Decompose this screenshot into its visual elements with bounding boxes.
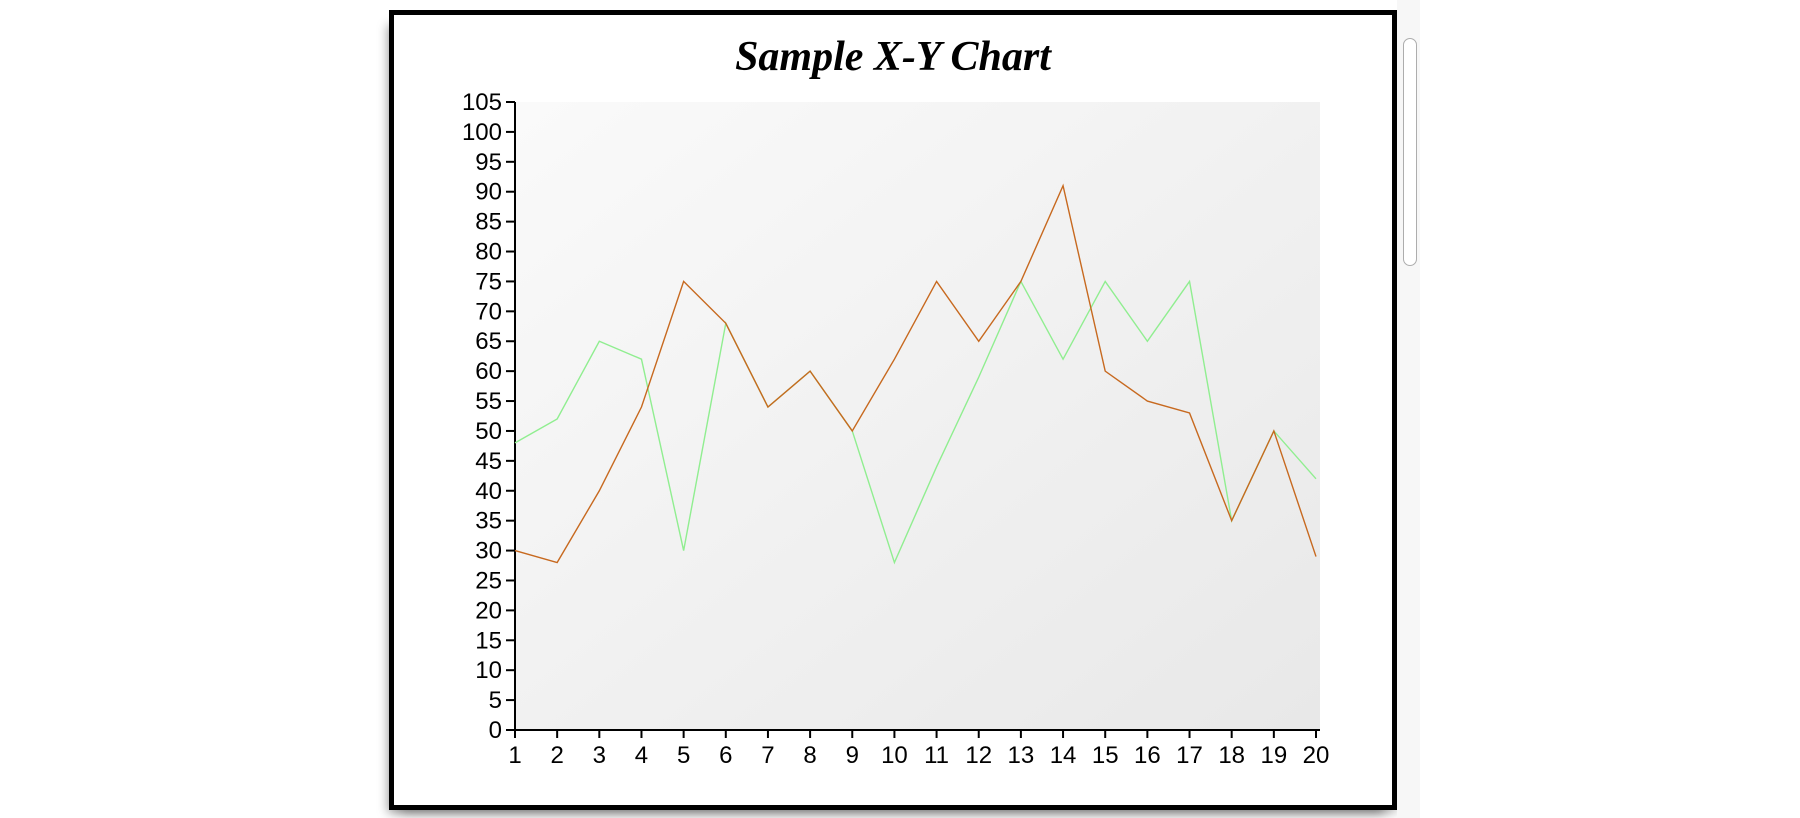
y-tick-label: 0 <box>489 717 502 744</box>
x-tick-label: 8 <box>803 742 816 769</box>
y-tick-label: 80 <box>475 239 502 266</box>
plot-area <box>515 102 1320 730</box>
y-tick-label: 65 <box>475 328 502 355</box>
x-tick-label: 9 <box>846 742 859 769</box>
x-tick-label: 10 <box>881 742 908 769</box>
x-tick-label: 6 <box>719 742 732 769</box>
y-tick-label: 5 <box>489 687 502 714</box>
y-tick-label: 95 <box>475 149 502 176</box>
y-tick-label: 85 <box>475 209 502 236</box>
y-tick-label: 55 <box>475 388 502 415</box>
y-tick-label: 45 <box>475 448 502 475</box>
y-tick-label: 60 <box>475 358 502 385</box>
xy-chart: 0510152025303540455055606570758085909510… <box>462 89 1330 769</box>
x-tick-label: 3 <box>593 742 606 769</box>
chart-title: Sample X-Y Chart <box>735 34 1051 80</box>
series-line-green-series <box>514 279 1317 565</box>
y-tick-label: 75 <box>475 268 502 295</box>
x-tick-label: 17 <box>1176 742 1203 769</box>
y-tick-label: 105 <box>462 89 502 116</box>
x-tick-label: 11 <box>924 742 949 769</box>
y-tick-label: 15 <box>475 627 502 654</box>
x-tick-label: 20 <box>1303 742 1330 769</box>
y-tick-label: 10 <box>475 657 502 684</box>
x-tick-label: 15 <box>1092 742 1119 769</box>
x-tick-label: 16 <box>1134 742 1161 769</box>
y-tick-label: 70 <box>475 298 502 325</box>
x-tick-label: 1 <box>508 742 521 769</box>
x-tick-label: 12 <box>965 742 992 769</box>
y-tick-label: 90 <box>475 179 502 206</box>
x-tick-label: 13 <box>1008 742 1035 769</box>
y-tick-label: 30 <box>475 538 502 565</box>
x-tick-label: 2 <box>550 742 563 769</box>
scrollbar-track[interactable] <box>1397 0 1420 818</box>
x-tick-label: 7 <box>761 742 774 769</box>
y-tick-label: 100 <box>462 119 502 146</box>
chart-window: Sample X-Y Chart 0 5 10 15 20 25 30 35 40 45 50 55 6… <box>389 10 1397 810</box>
x-tick-label: 18 <box>1218 742 1245 769</box>
x-tick-label: 19 <box>1260 742 1287 769</box>
y-tick-label: 25 <box>475 567 502 594</box>
x-tick-label: 14 <box>1050 742 1077 769</box>
y-tick-label: 40 <box>475 478 502 505</box>
y-tick-label: 50 <box>475 418 502 445</box>
series-line-brown-series <box>514 183 1317 564</box>
y-tick-label: 35 <box>475 508 502 535</box>
scrollbar-thumb[interactable] <box>1403 38 1417 266</box>
x-tick-label: 4 <box>635 742 648 769</box>
y-tick-label: 20 <box>475 597 502 624</box>
x-tick-label: 5 <box>677 742 690 769</box>
